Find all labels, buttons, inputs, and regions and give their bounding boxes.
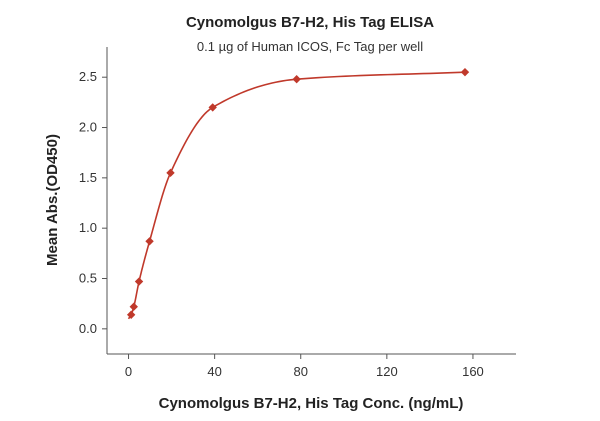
data-point [129, 302, 138, 311]
x-tick-label: 120 [376, 364, 398, 379]
y-tick-label: 1.5 [79, 170, 97, 185]
data-point [208, 103, 217, 112]
y-tick-label: 1.0 [79, 220, 97, 235]
x-axis-label: Cynomolgus B7-H2, His Tag Conc. (ng/mL) [159, 395, 464, 412]
y-axis-ticks: 0.0 0.5 1.0 1.5 2.0 2.5 [79, 69, 107, 336]
data-points [126, 67, 470, 319]
y-tick-label: 2.5 [79, 69, 97, 84]
data-point [134, 277, 144, 286]
y-axis-label: Mean Abs.(OD450) [44, 134, 61, 266]
data-point [292, 75, 301, 84]
y-tick-label: 0.0 [79, 321, 97, 336]
chart-title: Cynomolgus B7-H2, His Tag ELISA [186, 14, 434, 31]
data-point [126, 310, 136, 319]
x-tick-label: 40 [207, 364, 221, 379]
data-point [460, 67, 470, 77]
y-tick-label: 2.0 [79, 120, 97, 135]
x-axis-ticks: 0 40 80 120 160 [125, 354, 484, 379]
y-tick-label: 0.5 [79, 271, 97, 286]
chart-subtitle: 0.1 µg of Human ICOS, Fc Tag per well [197, 39, 423, 54]
x-tick-label: 80 [294, 364, 308, 379]
data-point [166, 168, 175, 178]
x-tick-label: 160 [462, 364, 484, 379]
x-tick-label: 0 [125, 364, 132, 379]
data-point [145, 237, 154, 246]
fit-curve [127, 71, 466, 320]
